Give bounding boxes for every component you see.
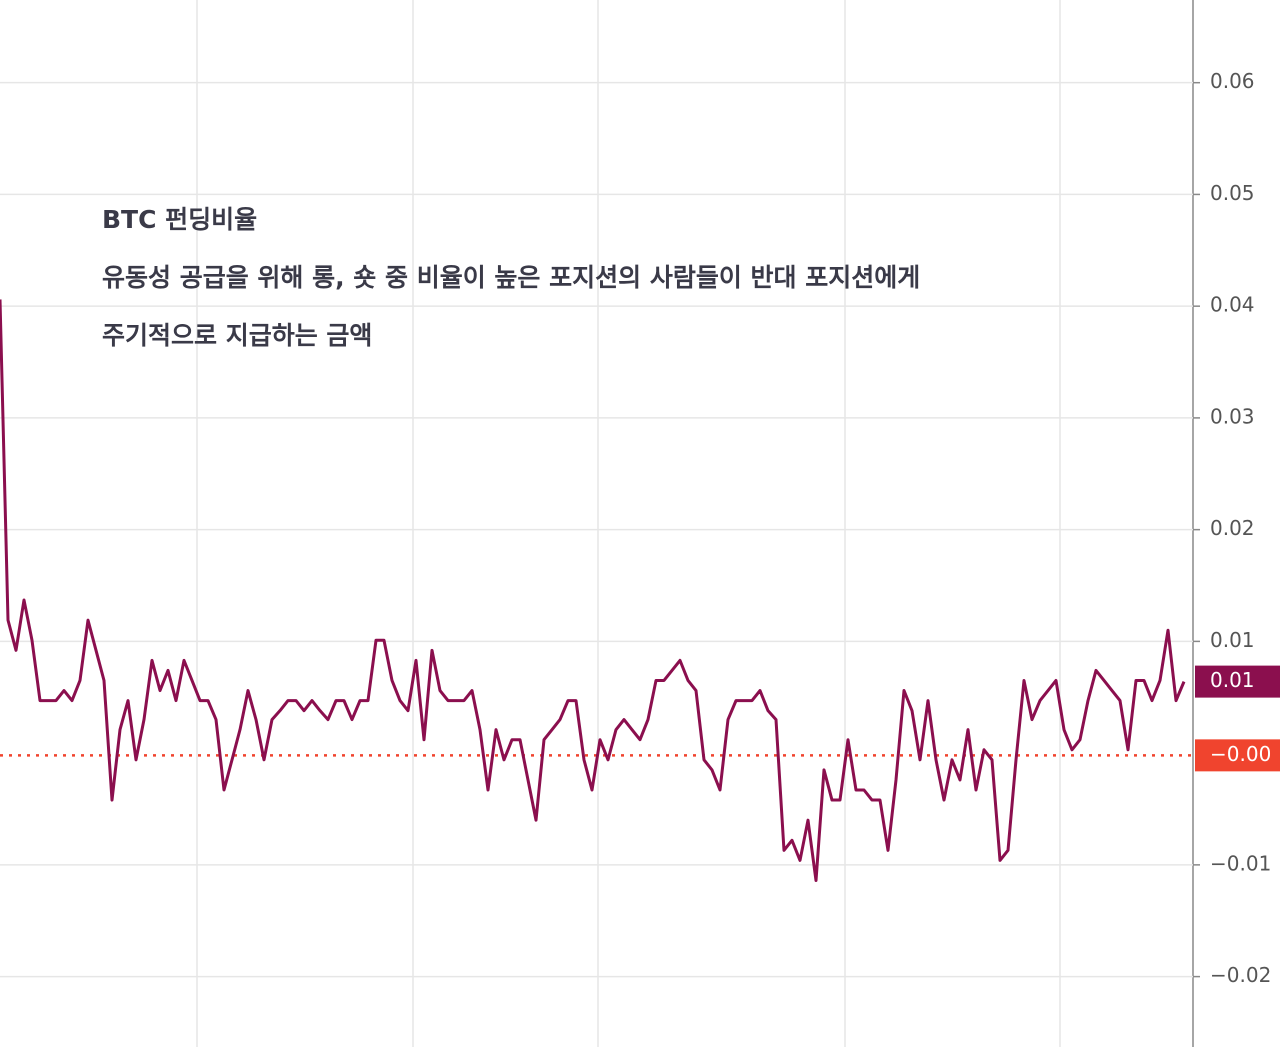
value-badge-label: −0.00 xyxy=(1210,742,1271,766)
value-badge-label: 0.01 xyxy=(1210,668,1255,692)
value-badge xyxy=(1195,665,1280,698)
annotation: BTC 펀딩비율 xyxy=(102,205,257,234)
y-tick-label: 0.02 xyxy=(1210,516,1255,540)
y-tick-label: 0.01 xyxy=(1210,628,1255,652)
y-tick-label: −0.02 xyxy=(1210,963,1271,987)
annotation: 유동성 공급을 위해 롱, 숏 중 비율이 높은 포지션의 사람들이 반대 포지… xyxy=(102,263,920,292)
line-series xyxy=(0,299,1186,883)
y-tick-label: 0.05 xyxy=(1210,181,1255,205)
y-tick-label: 0.04 xyxy=(1210,293,1255,317)
y-tick-label: 0.06 xyxy=(1210,69,1255,93)
value-badge xyxy=(1195,739,1280,772)
y-tick-label: −0.01 xyxy=(1210,851,1271,875)
y-tick-label: 0.03 xyxy=(1210,404,1255,428)
annotation: 주기적으로 지급하는 금액 xyxy=(102,321,372,350)
vertical-grid xyxy=(196,0,1061,1047)
